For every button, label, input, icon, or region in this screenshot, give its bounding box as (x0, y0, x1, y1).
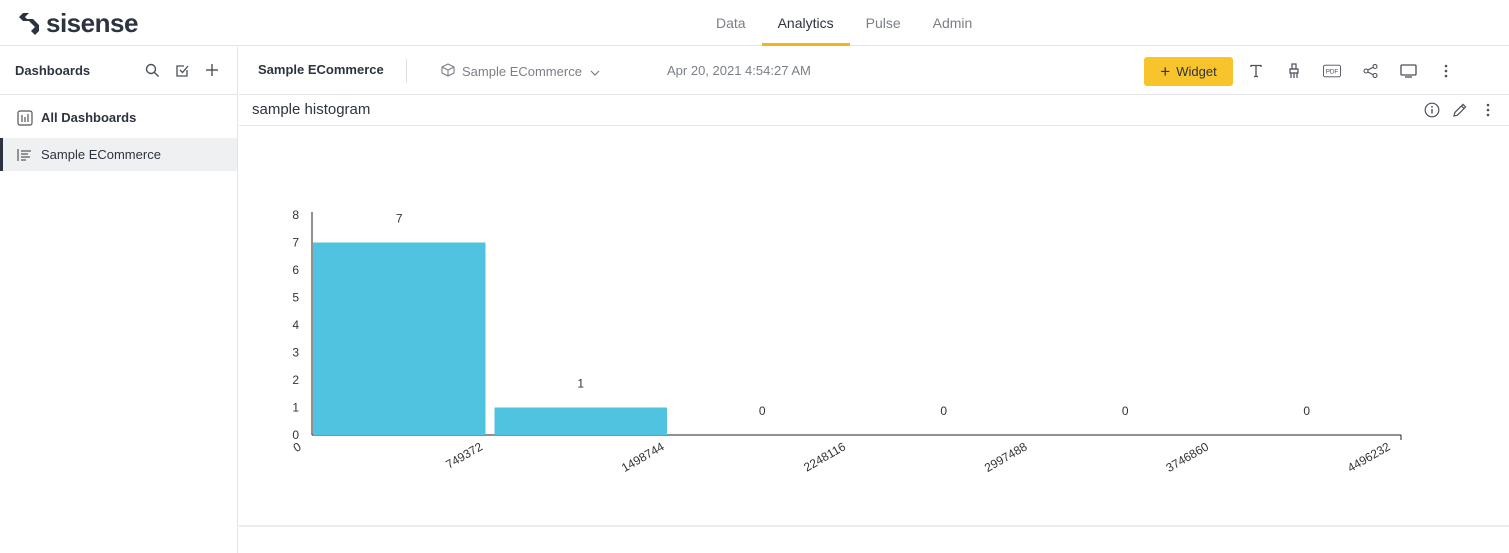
y-tick-label: 0 (292, 428, 299, 442)
logo-text: sisense (46, 7, 138, 38)
edit-pencil-icon[interactable] (1451, 101, 1469, 119)
last-updated-date: Apr 20, 2021 4:54:27 AM (667, 63, 811, 78)
multi-select-icon[interactable] (173, 61, 191, 79)
y-tick-label: 7 (292, 236, 299, 250)
widget-tools (1423, 101, 1497, 119)
x-tick-label: 2248116 (801, 439, 848, 474)
y-tick-label: 1 (292, 401, 299, 415)
dashboard-title: Sample ECommerce (258, 62, 384, 77)
x-tick-label: 0 (291, 439, 304, 455)
widget-header: sample histogram (239, 95, 1509, 126)
y-tick-label: 5 (292, 291, 299, 305)
histogram-widget: sample histogram 0 1 2 3 4 5 6 7 8 7 1 0 0 0 0 0 749372 1… (239, 95, 1509, 527)
add-widget-label: Widget (1176, 64, 1217, 79)
bar-value-label: 7 (396, 212, 403, 226)
sidebar-item-label: All Dashboards (41, 110, 137, 125)
info-icon[interactable] (1423, 101, 1441, 119)
nav-tab-admin[interactable]: Admin (932, 15, 973, 31)
widget-title: sample histogram (252, 101, 371, 118)
y-tick-label: 6 (292, 263, 299, 277)
sidebar-item-label: Sample ECommerce (41, 147, 161, 162)
y-tick-label: 8 (292, 208, 299, 222)
plus-icon: + (1160, 62, 1171, 81)
bar-value-label: 0 (1303, 404, 1310, 418)
top-bar: sisense Data Analytics Pulse Admin (0, 0, 1509, 46)
nav-tab-analytics[interactable]: Analytics (761, 0, 850, 46)
text-widget-icon[interactable] (1247, 62, 1265, 80)
chevron-down-icon (590, 64, 600, 79)
search-icon[interactable] (143, 61, 161, 79)
more-options-icon[interactable] (1437, 62, 1455, 80)
bar-value-label: 0 (759, 404, 766, 418)
widget-menu-icon[interactable] (1479, 101, 1497, 119)
histogram-bar (313, 242, 486, 435)
sisense-logo-icon (19, 13, 39, 35)
x-tick-label: 2997488 (982, 439, 1030, 475)
present-screen-icon[interactable] (1399, 62, 1417, 80)
y-tick-label: 3 (292, 346, 299, 360)
dashboards-grid-icon (16, 109, 34, 127)
dashboard-toolbar: Sample ECommerce Sample ECommerce Apr 20… (239, 47, 1509, 95)
sidebar-tools (143, 61, 221, 79)
sidebar-item-sample-ecommerce[interactable]: Sample ECommerce (0, 138, 237, 171)
x-tick-label: 4496232 (1345, 439, 1393, 475)
nav-tab-data[interactable]: Data (716, 15, 746, 31)
x-tick-label: 3746860 (1164, 439, 1212, 475)
dashboard-list-icon (16, 146, 34, 164)
sidebar-header: Dashboards (0, 47, 237, 95)
add-icon[interactable] (203, 61, 221, 79)
histogram-bar (494, 407, 667, 435)
x-tick-label: 749372 (443, 439, 485, 471)
bar-value-label: 0 (940, 404, 947, 418)
y-tick-label: 2 (292, 373, 299, 387)
bar-value-label: 1 (577, 377, 584, 391)
datasource-selector[interactable]: Sample ECommerce (441, 63, 600, 80)
sisense-logo[interactable]: sisense (16, 8, 138, 38)
dashboards-sidebar: Dashboards All Dashboards Sample ECommer… (0, 47, 238, 553)
datasource-label: Sample ECommerce (462, 64, 582, 79)
sidebar-title: Dashboards (15, 63, 91, 78)
x-tick-label: 1498744 (619, 439, 667, 475)
add-widget-button[interactable]: + Widget (1144, 57, 1233, 86)
divider (406, 59, 407, 83)
cube-icon (441, 63, 455, 80)
y-tick-label: 4 (292, 318, 299, 332)
pdf-export-icon[interactable]: PDF (1323, 62, 1341, 80)
dashboard-actions: PDF (1247, 62, 1475, 80)
nav-tab-pulse[interactable]: Pulse (865, 15, 901, 31)
sidebar-item-all-dashboards[interactable]: All Dashboards (0, 101, 237, 134)
filter-brush-icon[interactable] (1285, 62, 1303, 80)
pdf-icon-label: PDF (1326, 69, 1339, 76)
share-icon[interactable] (1361, 62, 1379, 80)
main-nav: Data Analytics Pulse Admin (700, 0, 988, 46)
bar-value-label: 0 (1122, 404, 1129, 418)
